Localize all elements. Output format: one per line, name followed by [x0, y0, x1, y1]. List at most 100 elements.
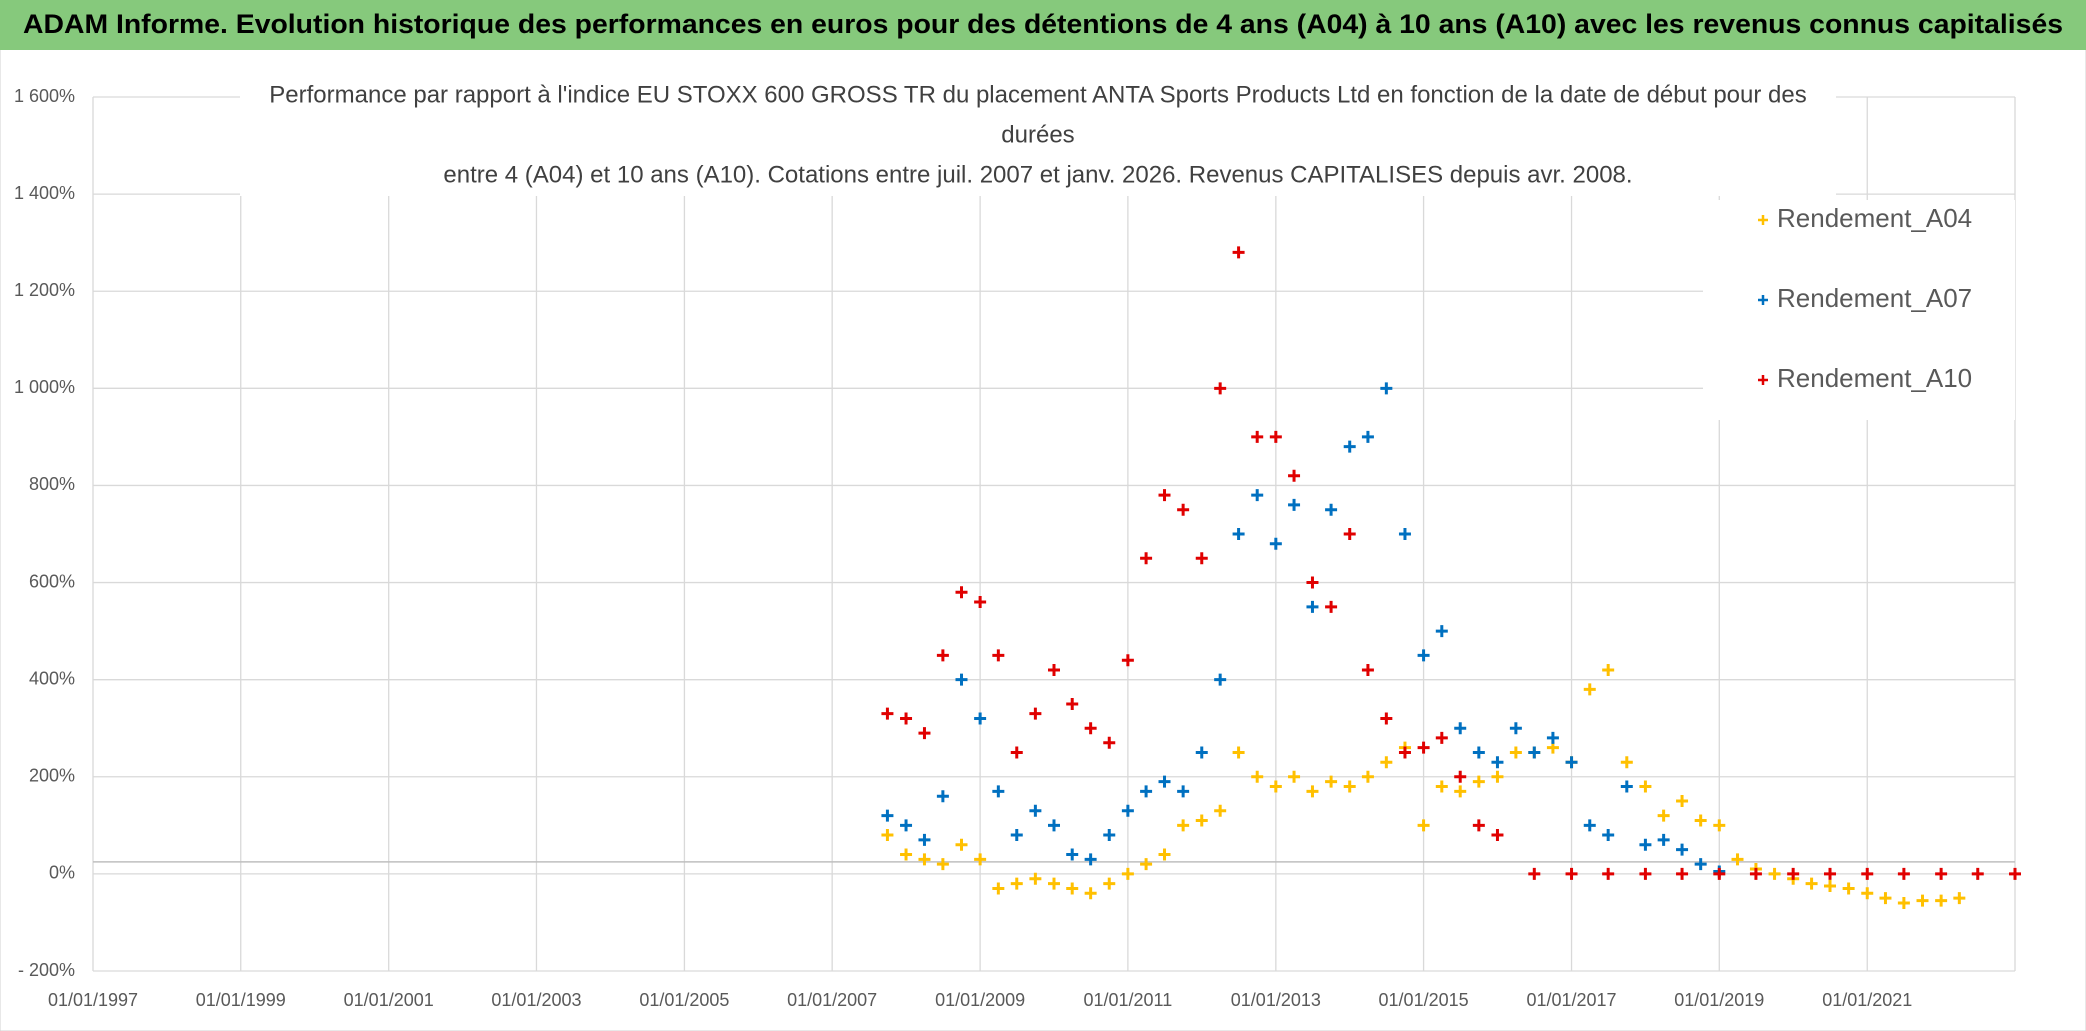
point — [1214, 382, 1227, 395]
point — [1288, 469, 1301, 482]
point — [1824, 880, 1837, 893]
point — [1251, 489, 1264, 502]
marks — [881, 246, 2021, 910]
point — [1620, 780, 1633, 793]
point — [1491, 829, 1504, 842]
point — [1620, 756, 1633, 769]
point — [955, 838, 968, 851]
point — [1528, 746, 1541, 759]
point — [1084, 722, 1097, 735]
point — [900, 848, 913, 861]
point — [1509, 722, 1522, 735]
banner-title: ADAM Informe. Evolution historique des p… — [23, 9, 2063, 39]
y-tick-label: 1 400% — [14, 183, 75, 203]
point — [1749, 867, 1762, 880]
point — [1602, 829, 1615, 842]
point — [1251, 770, 1264, 783]
point — [1435, 780, 1448, 793]
point — [1435, 731, 1448, 744]
x-tick-label: 01/01/2021 — [1822, 990, 1912, 1010]
point — [974, 712, 987, 725]
point — [1361, 770, 1374, 783]
legend-marker — [1758, 215, 1768, 225]
point — [974, 595, 987, 608]
y-tick-label: 1 000% — [14, 377, 75, 397]
point — [1583, 819, 1596, 832]
point — [1565, 867, 1578, 880]
point — [1251, 430, 1264, 443]
banner — [0, 0, 2086, 50]
point — [1048, 819, 1060, 832]
point — [1657, 809, 1670, 822]
x-tick-label: 01/01/2001 — [344, 990, 434, 1010]
x-tick-label: 01/01/1999 — [196, 990, 286, 1010]
y-tick-label: 1 200% — [14, 280, 75, 300]
point — [1269, 537, 1282, 550]
point — [1694, 814, 1707, 827]
point — [1583, 683, 1596, 696]
legend-marker — [1758, 375, 1768, 385]
point — [1232, 746, 1245, 759]
point — [1140, 785, 1153, 798]
x-tick-label: 01/01/2003 — [491, 990, 581, 1010]
point — [1343, 780, 1356, 793]
point — [1768, 867, 1781, 880]
y-tick-label: - 200% — [18, 960, 75, 980]
point — [992, 785, 1005, 798]
point — [2009, 867, 2021, 880]
point — [1140, 858, 1153, 871]
point — [1325, 503, 1338, 516]
point — [1343, 440, 1356, 453]
y-tick-label: 200% — [29, 766, 75, 786]
point — [1639, 780, 1652, 793]
point — [1177, 785, 1190, 798]
point — [1084, 887, 1097, 900]
point — [1380, 756, 1393, 769]
point — [1121, 867, 1134, 880]
point — [1158, 848, 1171, 861]
point — [1731, 853, 1744, 866]
point — [1195, 552, 1208, 565]
point — [1398, 528, 1411, 540]
point — [1232, 528, 1245, 540]
point — [1971, 867, 1984, 880]
x-tick-label: 01/01/2013 — [1231, 990, 1321, 1010]
point — [1546, 731, 1559, 744]
point — [881, 829, 894, 842]
point — [992, 882, 1005, 895]
point — [1454, 722, 1467, 735]
y-tick-label: 1 600% — [14, 86, 75, 106]
point — [1029, 707, 1042, 720]
point — [974, 853, 987, 866]
legend-marker — [1758, 295, 1768, 305]
point — [1121, 654, 1134, 667]
point — [1676, 843, 1689, 856]
title-box — [240, 84, 1836, 196]
point — [1029, 804, 1042, 817]
point — [1417, 649, 1430, 662]
point — [1528, 867, 1541, 880]
point — [1879, 892, 1892, 905]
point — [1140, 552, 1153, 565]
point — [1454, 770, 1467, 783]
point — [1103, 877, 1116, 890]
point — [1066, 848, 1079, 861]
point — [1509, 746, 1522, 759]
legend-label: Rendement_A10 — [1777, 363, 1972, 393]
point — [1048, 877, 1060, 890]
point — [1676, 795, 1689, 808]
point — [1935, 867, 1948, 880]
point — [1713, 867, 1726, 880]
x-tick-label: 01/01/2007 — [787, 990, 877, 1010]
point — [1639, 867, 1652, 880]
point — [1565, 756, 1578, 769]
point — [1121, 804, 1134, 817]
point — [1103, 829, 1116, 842]
x-tick-label: 01/01/2019 — [1674, 990, 1764, 1010]
point — [992, 649, 1005, 662]
point — [1177, 503, 1190, 516]
point — [1602, 663, 1615, 676]
x-tick-label: 01/01/2005 — [639, 990, 729, 1010]
point — [1657, 833, 1670, 846]
point — [900, 712, 913, 725]
